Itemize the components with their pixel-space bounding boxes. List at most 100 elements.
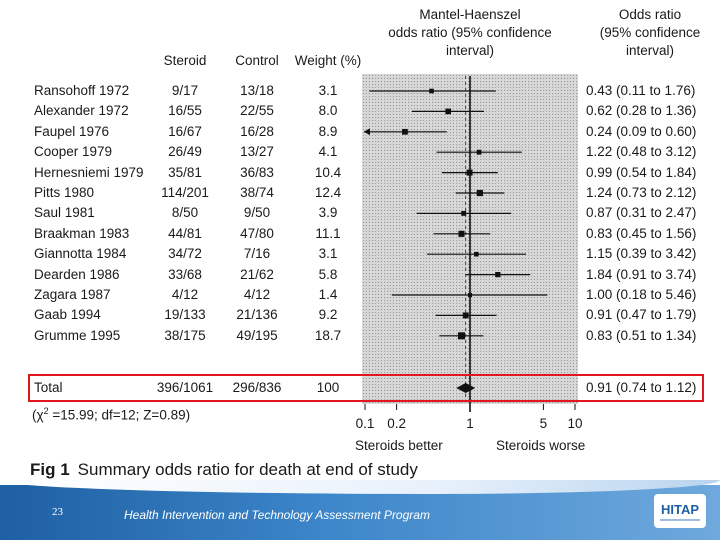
total-weight: 100 [316, 380, 340, 395]
study-odds-ratio-ci: 1.22 (0.48 to 3.12) [586, 144, 697, 160]
header-weight: Weight (%) [294, 53, 362, 68]
total-highlight-box [28, 374, 704, 402]
control-deaths: 16/28 [240, 123, 274, 139]
control-deaths: 38/74 [240, 185, 274, 200]
study-weight: 4.1 [318, 144, 338, 160]
study-odds-ratio-ci: 1.15 (0.39 to 3.42) [586, 246, 697, 262]
figure-caption: Fig 1 Summary odds ratio for death at end… [30, 460, 418, 480]
study-name: Zagara 1987 [34, 287, 111, 302]
header-control: Control [235, 53, 279, 68]
point-estimate-marker [495, 271, 501, 278]
control-deaths: 4/12 [243, 287, 271, 302]
point-estimate-marker [466, 169, 473, 176]
total-steroid-deaths: 396/1061 [156, 380, 214, 395]
study-odds-ratio-ci: 0.83 (0.45 to 1.56) [586, 225, 697, 241]
study-odds-ratio-ci: 0.62 (0.28 to 1.36) [586, 103, 697, 119]
axis-tick-label: 5 [540, 416, 548, 431]
footer-swoosh [0, 480, 720, 494]
heterogeneity-stats: (χ2 =15.99; df=12; Z=0.89) [32, 406, 191, 423]
header-or-line2: (95% confidence [599, 25, 701, 40]
axis-tick-label: 0.2 [387, 416, 406, 431]
control-deaths: 21/62 [240, 266, 274, 282]
study-odds-ratio-ci: 0.99 (0.54 to 1.84) [586, 164, 697, 180]
study-weight: 10.4 [314, 164, 342, 180]
study-name: Hernesniemi 1979 [34, 164, 144, 180]
ci-arrow-left [364, 128, 370, 136]
steroid-deaths: 34/72 [168, 246, 202, 262]
axis-label-steroids-worse: Steroids worse [496, 438, 586, 453]
axis-label-steroids-better: Steroids better [355, 438, 443, 453]
hitap-logo: HITAP [654, 494, 706, 528]
header-mantel-haenszel: Mantel-Haenszel odds ratio (95% confiden… [370, 6, 570, 60]
study-name: Grumme 1995 [34, 327, 121, 343]
steroid-deaths: 4/12 [171, 287, 199, 302]
study-name: Alexander 1972 [34, 103, 129, 119]
control-deaths: 47/80 [240, 225, 274, 241]
study-name: Giannotta 1984 [34, 246, 127, 262]
header-or-line3: interval) [625, 43, 674, 58]
steroid-deaths: 35/81 [168, 164, 202, 180]
study-name: Faupel 1976 [34, 123, 110, 139]
study-weight: 9.2 [318, 307, 338, 323]
total-label: Total [34, 380, 63, 395]
study-weight: 3.9 [318, 205, 338, 221]
steroid-deaths: 19/133 [164, 307, 206, 323]
study-weight: 3.1 [318, 246, 338, 262]
point-estimate-marker [462, 312, 469, 319]
summary-diamond [456, 383, 476, 393]
steroid-deaths: 38/175 [164, 327, 206, 343]
study-weight: 3.1 [318, 83, 338, 98]
study-odds-ratio-ci: 0.43 (0.11 to 1.76) [586, 83, 696, 98]
study-odds-ratio-ci: 1.84 (0.91 to 3.74) [586, 266, 697, 282]
study-name: Braakman 1983 [34, 225, 130, 241]
study-name: Gaab 1994 [34, 307, 101, 323]
point-estimate-marker [429, 88, 434, 94]
steroid-deaths: 44/81 [168, 225, 202, 241]
point-estimate-marker [476, 189, 483, 197]
study-weight: 5.8 [318, 266, 338, 282]
footer-bar [0, 485, 720, 540]
steroid-deaths: 16/67 [168, 123, 202, 139]
study-name: Ransohoff 1972 [34, 83, 130, 98]
control-deaths: 7/16 [243, 246, 271, 262]
header-steroid: Steroid [163, 53, 207, 68]
point-estimate-marker [458, 230, 465, 237]
study-odds-ratio-ci: 0.83 (0.51 to 1.34) [586, 327, 697, 343]
study-odds-ratio-ci: 1.24 (0.73 to 2.12) [586, 185, 697, 200]
study-weight: 8.9 [318, 123, 338, 139]
control-deaths: 13/18 [240, 83, 274, 98]
study-weight: 8.0 [318, 103, 338, 119]
logo-text: HITAP [661, 502, 699, 517]
study-weight: 1.4 [318, 287, 338, 302]
total-odds-ratio-ci: 0.91 (0.74 to 1.12) [586, 380, 697, 395]
header-or-line1: Odds ratio [618, 7, 682, 22]
header-odds-ratio: Odds ratio (95% confidence interval) [580, 6, 720, 60]
study-odds-ratio-ci: 0.87 (0.31 to 2.47) [586, 205, 697, 221]
study-weight: 18.7 [314, 327, 342, 343]
steroid-deaths: 16/55 [168, 103, 202, 119]
page-number: 23 [52, 506, 63, 518]
point-estimate-marker [467, 292, 473, 298]
study-odds-ratio-ci: 1.00 (0.18 to 5.46) [586, 287, 697, 302]
logo-underline [660, 519, 700, 521]
point-estimate-marker [445, 108, 452, 115]
axis-tick-label: 0.1 [356, 416, 375, 431]
point-estimate-marker [402, 128, 408, 135]
study-weight: 11.1 [315, 225, 341, 241]
header-mh-line2: odds ratio (95% confidence [388, 25, 552, 40]
steroid-deaths: 9/17 [171, 83, 199, 98]
control-deaths: 13/27 [240, 144, 274, 160]
steroid-deaths: 8/50 [171, 205, 199, 221]
control-deaths: 21/136 [236, 307, 278, 323]
header-mh-line3: interval) [445, 43, 494, 58]
axis-tick-label: 10 [567, 416, 582, 431]
study-name: Saul 1981 [34, 205, 95, 221]
point-estimate-marker [458, 332, 466, 340]
steroid-deaths: 26/49 [168, 144, 202, 160]
steroid-deaths: 114/201 [161, 185, 209, 200]
header-mh-line1: Mantel-Haenszel [419, 7, 521, 22]
study-weight: 12.4 [314, 185, 342, 200]
point-estimate-marker [461, 210, 467, 216]
